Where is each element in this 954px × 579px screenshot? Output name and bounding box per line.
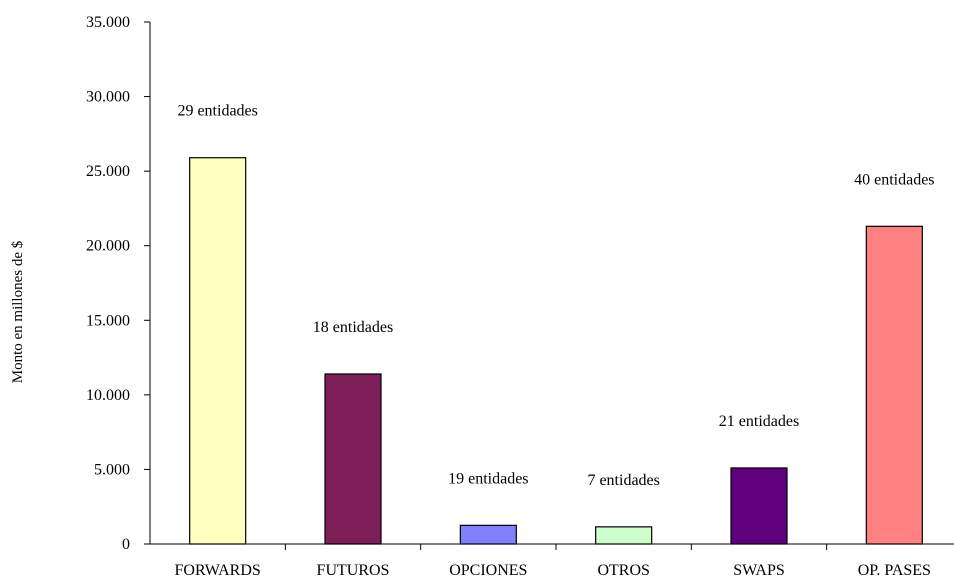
data-label: 18 entidades — [313, 319, 393, 336]
bar-otros — [595, 526, 653, 545]
category-label: OTROS — [597, 562, 649, 579]
category-label: SWAPS — [733, 562, 785, 579]
data-label: 21 entidades — [719, 413, 799, 430]
data-label: 7 entidades — [587, 472, 659, 489]
y-tick-label: 0 — [122, 536, 130, 553]
y-axis-ticks: 0 5.000 10.000 15.000 20.000 25.000 30.000 35.0… — [86, 14, 150, 553]
data-label: 19 entidades — [448, 470, 528, 487]
y-tick-label: 5.000 — [94, 461, 130, 478]
y-axis-title: Monto en millones de $ — [10, 240, 26, 383]
data-label: 29 entidades — [177, 103, 257, 120]
y-tick-label: 35.000 — [86, 14, 130, 31]
data-labels: 29 entidades 18 entidades 19 entidades 7 en… — [177, 103, 934, 489]
x-axis-ticks — [284, 544, 828, 550]
bar-forwards — [189, 157, 247, 545]
bar-futuros — [324, 373, 382, 545]
category-label: FUTUROS — [317, 562, 390, 579]
bar-swaps — [730, 467, 788, 545]
category-label: OPCIONES — [449, 562, 527, 579]
category-labels: FORWARDS FUTUROS OPCIONES OTROS SWAPS OP. PAS… — [175, 562, 931, 579]
bar-opciones — [459, 524, 517, 545]
y-tick-label: 25.000 — [86, 163, 130, 180]
bars — [189, 157, 923, 545]
y-tick-label: 30.000 — [86, 89, 130, 106]
y-tick-label: 10.000 — [86, 387, 130, 404]
y-tick-label: 20.000 — [86, 238, 130, 255]
y-tick-label: 15.000 — [86, 312, 130, 329]
category-label: FORWARDS — [175, 562, 261, 579]
data-label: 40 entidades — [854, 171, 934, 188]
category-label: OP. PASES — [858, 562, 931, 579]
bar-op-pases — [865, 225, 923, 545]
